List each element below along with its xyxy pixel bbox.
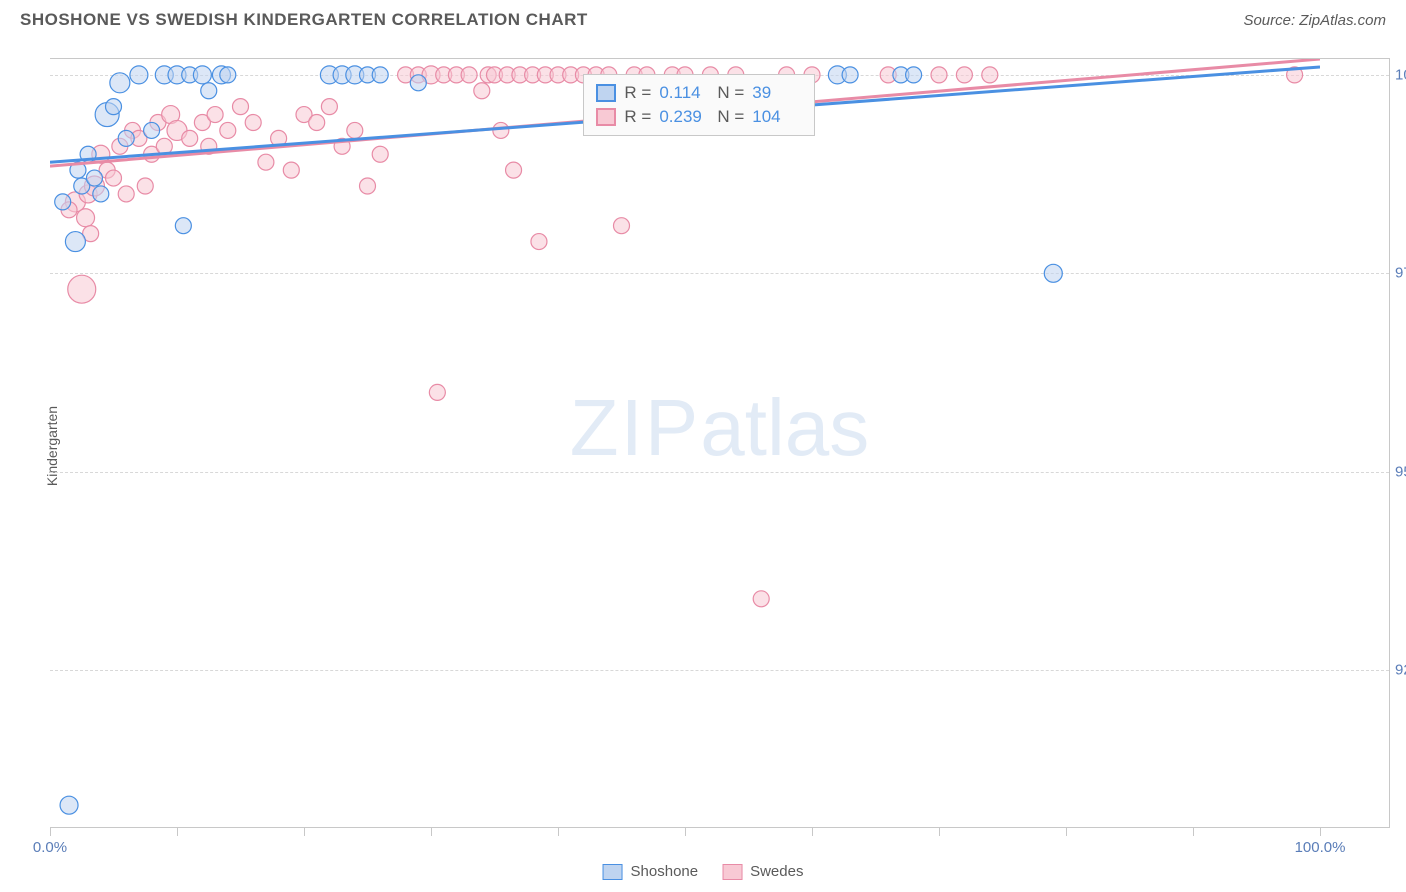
scatter-point [506, 162, 522, 178]
x-tick [558, 828, 559, 836]
scatter-point [144, 122, 160, 138]
scatter-point [474, 83, 490, 99]
scatter-point [233, 99, 249, 115]
scatter-point [493, 122, 509, 138]
scatter-point [753, 591, 769, 607]
scatter-point [118, 186, 134, 202]
stats-row-shoshone: R = 0.114 N = 39 [596, 81, 802, 105]
scatter-point [931, 67, 947, 83]
scatter-point [309, 115, 325, 131]
scatter-point [220, 67, 236, 83]
scatter-point [321, 99, 337, 115]
scatter-point [347, 122, 363, 138]
scatter-point [118, 130, 134, 146]
scatter-point [86, 170, 102, 186]
x-tick [812, 828, 813, 836]
swatch-shoshone [596, 84, 616, 102]
scatter-point [68, 275, 96, 303]
scatter-point [182, 130, 198, 146]
scatter-point [201, 83, 217, 99]
legend-swatch-swedes [722, 864, 742, 880]
swatch-swedes [596, 108, 616, 126]
chart-title: SHOSHONE VS SWEDISH KINDERGARTEN CORRELA… [20, 10, 588, 30]
scatter-point [258, 154, 274, 170]
x-tick [304, 828, 305, 836]
x-tick-label: 100.0% [1295, 839, 1346, 856]
header: SHOSHONE VS SWEDISH KINDERGARTEN CORRELA… [0, 0, 1406, 38]
scatter-point [461, 67, 477, 83]
x-tick [939, 828, 940, 836]
scatter-point [531, 234, 547, 250]
x-tick [1193, 828, 1194, 836]
scatter-point [429, 384, 445, 400]
x-tick [685, 828, 686, 836]
scatter-point [372, 146, 388, 162]
scatter-point [106, 99, 122, 115]
scatter-point [982, 67, 998, 83]
r-value-shoshone: 0.114 [659, 83, 709, 103]
scatter-point [842, 67, 858, 83]
scatter-point [1044, 264, 1062, 282]
scatter-point [193, 66, 211, 84]
scatter-point [137, 178, 153, 194]
stats-box: R = 0.114 N = 39 R = 0.239 N = 104 [583, 74, 815, 136]
scatter-point [175, 218, 191, 234]
scatter-point [130, 66, 148, 84]
scatter-point [283, 162, 299, 178]
legend-swatch-shoshone [603, 864, 623, 880]
chart-container: 92.5%95.0%97.5%100.0% 0.0%100.0% ZIPatla… [50, 58, 1390, 828]
x-tick [1320, 828, 1321, 836]
scatter-point [410, 75, 426, 91]
scatter-point [220, 122, 236, 138]
scatter-point [106, 170, 122, 186]
y-tick-label: 100.0% [1395, 66, 1406, 83]
legend-item-shoshone: Shoshone [603, 863, 699, 880]
scatter-point [55, 194, 71, 210]
stats-row-swedes: R = 0.239 N = 104 [596, 105, 802, 129]
scatter-point [614, 218, 630, 234]
x-tick [177, 828, 178, 836]
bottom-legend: Shoshone Swedes [603, 863, 804, 880]
x-tick-label: 0.0% [33, 839, 67, 856]
scatter-point [360, 178, 376, 194]
scatter-plot [50, 59, 1320, 829]
x-tick [1066, 828, 1067, 836]
scatter-point [372, 67, 388, 83]
x-tick [50, 828, 51, 836]
scatter-point [110, 73, 130, 93]
scatter-point [207, 107, 223, 123]
scatter-point [93, 186, 109, 202]
y-tick-label: 97.5% [1395, 265, 1406, 282]
scatter-point [956, 67, 972, 83]
scatter-point [77, 209, 95, 227]
scatter-point [906, 67, 922, 83]
x-tick [431, 828, 432, 836]
y-tick-label: 95.0% [1395, 463, 1406, 480]
legend-item-swedes: Swedes [722, 863, 803, 880]
n-value-shoshone: 39 [752, 83, 802, 103]
y-tick-label: 92.5% [1395, 662, 1406, 679]
r-value-swedes: 0.239 [659, 107, 709, 127]
source-label: Source: ZipAtlas.com [1243, 12, 1386, 29]
scatter-point [245, 115, 261, 131]
scatter-point [65, 232, 85, 252]
scatter-point [60, 796, 78, 814]
n-value-swedes: 104 [752, 107, 802, 127]
